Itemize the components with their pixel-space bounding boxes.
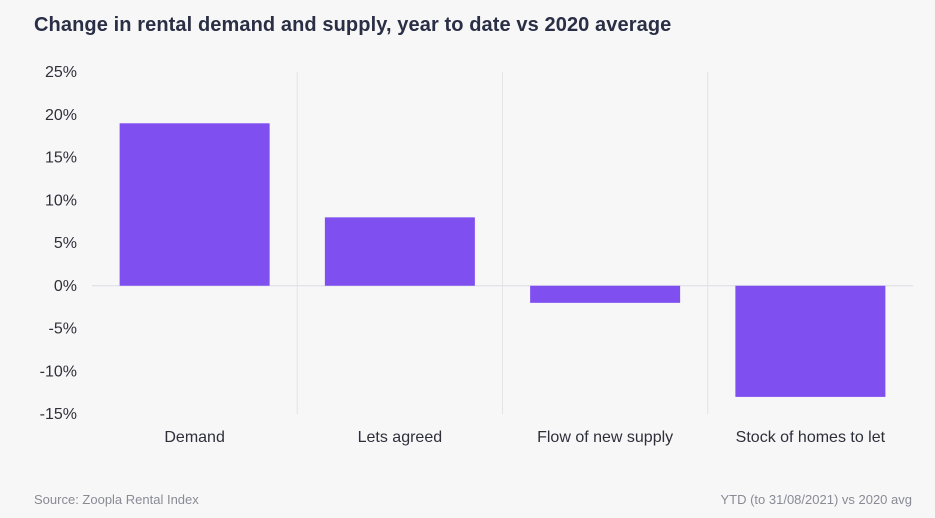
y-tick-label: 20%: [45, 107, 77, 124]
period-note: YTD (to 31/08/2021) vs 2020 avg: [720, 492, 912, 507]
y-tick-label: -15%: [40, 406, 77, 423]
bar: [324, 217, 475, 286]
y-tick-label: -5%: [49, 321, 77, 338]
y-tick-label: 0%: [54, 278, 77, 295]
bar: [119, 123, 270, 286]
category-label: Stock of homes to let: [736, 429, 886, 446]
chart-title: Change in rental demand and supply, year…: [34, 14, 672, 36]
y-tick-label: 15%: [45, 150, 77, 167]
y-tick-label: 25%: [45, 64, 77, 81]
category-label: Demand: [164, 429, 224, 446]
source-note: Source: Zoopla Rental Index: [34, 492, 199, 507]
y-tick-label: -10%: [40, 363, 77, 380]
category-label: Lets agreed: [358, 429, 443, 446]
bar: [735, 285, 886, 397]
bar: [530, 285, 681, 303]
category-label: Flow of new supply: [537, 429, 673, 446]
y-tick-label: 10%: [45, 192, 77, 209]
y-tick-label: 5%: [54, 235, 77, 252]
